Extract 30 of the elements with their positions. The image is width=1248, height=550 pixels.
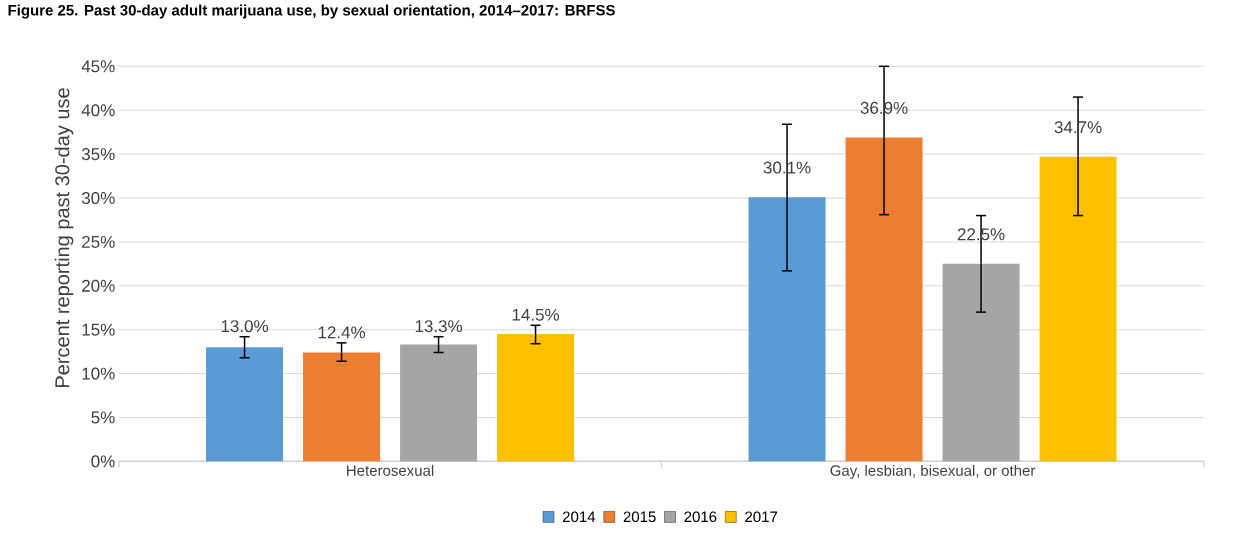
y-tick-label: 20% <box>82 279 115 292</box>
bar <box>400 344 478 462</box>
legend-label: 2016 <box>684 511 717 523</box>
bar <box>942 263 1020 462</box>
y-tick-label: 30% <box>81 191 115 205</box>
bar <box>303 352 381 462</box>
bar <box>1039 156 1117 462</box>
x-tick-label: Gay, lesbian, bisexual, or other <box>830 464 1036 479</box>
y-tick-label: 0% <box>91 455 115 468</box>
data-label: 13.0% <box>221 320 269 333</box>
legend-label: 2017 <box>745 511 778 523</box>
y-tick-label: 10% <box>82 367 115 380</box>
legend-label: 2014 <box>562 511 596 523</box>
data-label: 14.5% <box>512 308 560 321</box>
bar <box>497 334 575 462</box>
y-tick-label: 15% <box>82 323 115 336</box>
bar <box>748 197 826 462</box>
y-axis-title: Percent reporting past 30-day use <box>54 88 74 387</box>
y-tick-label: 25% <box>82 235 115 248</box>
bar <box>845 137 923 462</box>
y-tick-label: 40% <box>81 104 115 117</box>
data-label: 12.4% <box>318 326 366 339</box>
y-tick-label: 45% <box>81 60 115 73</box>
chart-title: Figure 25. Past 30-day adult marijuana use, by sexual orientation, 2014–2017: BRFSS <box>8 4 615 19</box>
legend-label: 2015 <box>623 511 656 523</box>
bar <box>206 347 284 462</box>
data-label: 13.3% <box>415 320 463 333</box>
y-tick-label: 35% <box>81 148 115 161</box>
x-tick-label: Heterosexual <box>347 464 434 476</box>
y-tick-label: 5% <box>91 411 115 424</box>
